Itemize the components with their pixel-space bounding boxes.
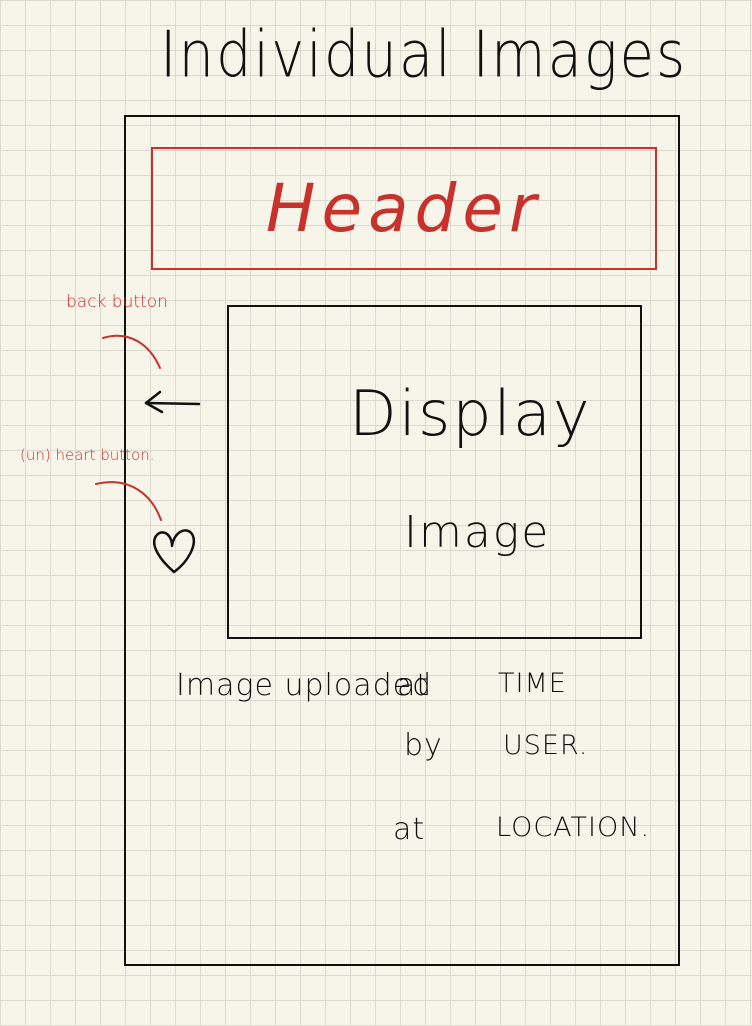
at-label-2: at (393, 812, 426, 847)
page-title: Individual Images (160, 18, 688, 93)
uploaded-label: Image uploaded (176, 668, 433, 703)
display-image[interactable]: Display Image (227, 305, 642, 639)
display-image-label: Display (349, 377, 592, 450)
display-image-sublabel: Image (404, 507, 551, 558)
upload-user[interactable]: USER. (503, 730, 589, 761)
by-label: by (404, 728, 443, 763)
upload-time: TIME (498, 668, 567, 699)
at-label-1: at (397, 668, 430, 703)
header-bar: Header (151, 147, 657, 270)
back-button-annotation: back button (66, 292, 168, 312)
upload-location[interactable]: LOCATION. (496, 812, 651, 843)
heart-button-annotation: (un) heart button. (20, 446, 155, 464)
phone-frame (124, 115, 680, 966)
